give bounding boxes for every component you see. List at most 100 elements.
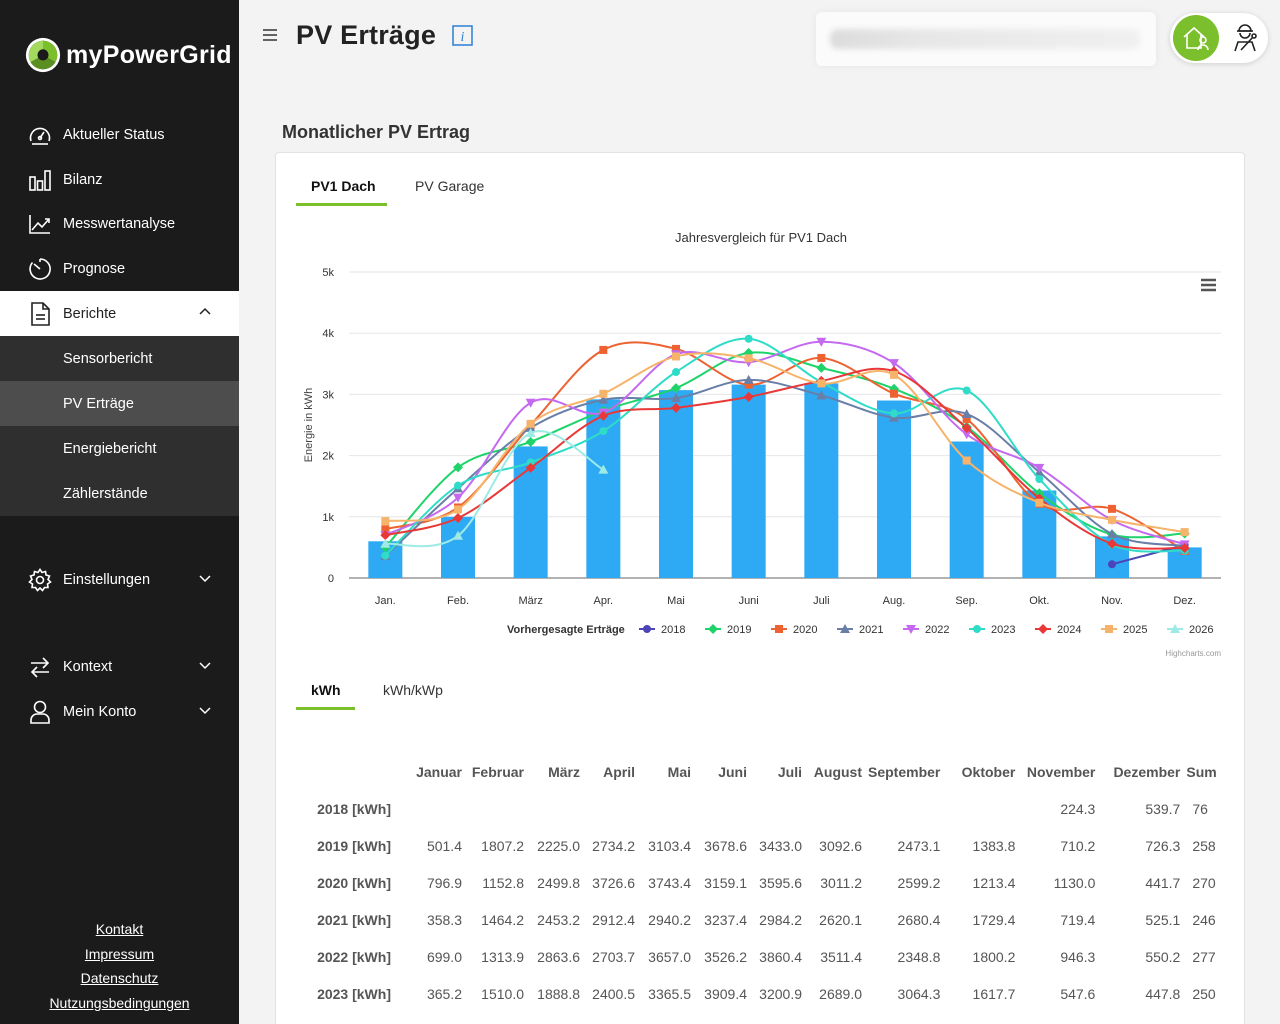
column-header[interactable]: Juni <box>718 763 747 780</box>
sidebar-item-berichte[interactable]: Berichte <box>0 291 239 336</box>
table-cell: 447.8 <box>1145 985 1181 1002</box>
table-cell: 3159.1 <box>704 874 747 891</box>
sidebar-subitem-zaehlerstaende[interactable]: Zählerstände <box>0 471 239 516</box>
menu-toggle-icon[interactable] <box>262 27 278 43</box>
forecast-bar <box>441 516 475 578</box>
column-header[interactable]: Dezember <box>1113 763 1181 780</box>
x-tick-label: Aug. <box>883 595 906 607</box>
data-point-2021 <box>598 394 609 404</box>
sidebar-item-prognose[interactable]: Prognose <box>0 246 239 291</box>
sidebar-subitem-energiebericht[interactable]: Energiebericht <box>0 426 239 471</box>
table-cell <box>862 790 940 827</box>
sidebar-item-messwertanalyse[interactable]: Messwertanalyse <box>0 201 239 246</box>
data-point-2025 <box>526 419 535 428</box>
column-header[interactable]: August <box>813 763 862 780</box>
row-label: 2021 [kWh] <box>317 911 391 928</box>
table-cell: 539.7 <box>1145 800 1181 817</box>
footer-link-nutzungsbedingungen[interactable]: Nutzungsbedingungen <box>49 995 190 1011</box>
sidebar-item-kontext[interactable]: Kontext <box>0 644 239 689</box>
footer-link-kontakt[interactable]: Kontakt <box>95 921 144 937</box>
tab-pv-garage[interactable]: PV Garage <box>415 178 485 194</box>
sidebar-item-mein-konto[interactable]: Mein Konto <box>0 689 239 734</box>
x-tick-label: Apr. <box>594 595 614 607</box>
data-point-2021 <box>961 408 972 418</box>
column-header[interactable]: Februar <box>471 763 524 780</box>
legend-item-2026[interactable]: 2026 <box>1167 624 1213 636</box>
sidebar-subitem-sensorbericht[interactable]: Sensorbericht <box>0 336 239 381</box>
data-point-2018 <box>1108 560 1116 569</box>
data-point-2023 <box>962 386 971 395</box>
house-person-icon <box>1183 26 1209 51</box>
table-cell <box>747 790 802 827</box>
context-search-field[interactable] <box>816 12 1156 66</box>
data-point-2023 <box>381 551 390 560</box>
data-point-2025 <box>454 505 462 514</box>
tab-kwh-per-kwp[interactable]: kWh/kWp <box>383 682 443 698</box>
data-point-2021 <box>816 390 827 400</box>
role-switch[interactable] <box>1170 13 1268 63</box>
table-cell: 1152.8 <box>482 874 524 891</box>
table-cell: 2680.4 <box>897 911 941 928</box>
legend-item-2020[interactable]: 2020 <box>771 624 817 636</box>
table-cell: 2473.1 <box>897 837 941 854</box>
brand-logo[interactable]: myPowerGrid <box>24 34 232 76</box>
data-point-2021 <box>1107 528 1117 538</box>
column-header[interactable]: November <box>1026 763 1096 780</box>
data-point-2019 <box>525 436 536 447</box>
sidebar-subitem-label: Sensorbericht <box>63 350 153 367</box>
footer-link-datenschutz[interactable]: Datenschutz <box>80 970 159 986</box>
sidebar-item-einstellungen[interactable]: Einstellungen <box>0 557 239 602</box>
sidebar-item-bilanz[interactable]: Bilanz <box>0 157 239 202</box>
legend-item-2023[interactable]: 2023 <box>969 624 1015 636</box>
legend-item-2024[interactable]: 2024 <box>1035 624 1081 636</box>
y-tick-label: 3k <box>322 389 334 401</box>
column-header[interactable]: Mai <box>667 763 691 780</box>
data-point-2025 <box>962 456 971 465</box>
column-header[interactable]: Sum <box>1186 763 1217 780</box>
legend-marker <box>973 625 981 633</box>
table-cell <box>635 790 691 827</box>
column-header[interactable]: September <box>868 763 941 780</box>
legend-item-2021[interactable]: 2021 <box>837 624 883 636</box>
section-title: Monatlicher PV Ertrag <box>282 122 471 142</box>
info-icon[interactable]: i <box>452 25 473 46</box>
x-tick-label: Nov. <box>1101 595 1123 607</box>
series-line-2026 <box>385 430 604 548</box>
footer-link-impressum[interactable]: Impressum <box>84 946 155 962</box>
tab-pv1-dach[interactable]: PV1 Dach <box>311 178 376 194</box>
table-cell: 1729.4 <box>972 911 1016 928</box>
table-cell: 3433.0 <box>759 837 802 854</box>
tab-kwh[interactable]: kWh <box>311 682 341 698</box>
table-cell <box>524 790 580 827</box>
data-point-2021 <box>671 393 681 403</box>
legend-item-2018[interactable]: 2018 <box>639 624 685 636</box>
table-cell: 1383.8 <box>972 837 1016 854</box>
data-point-2025 <box>890 370 898 379</box>
column-header[interactable]: Oktober <box>961 763 1016 780</box>
table-cell: 246 <box>1192 911 1216 928</box>
home-user-role-button[interactable] <box>1173 15 1219 61</box>
installer-role-button[interactable] <box>1225 15 1265 61</box>
table-cell: 1800.2 <box>972 948 1016 965</box>
legend-item-forecast[interactable]: Vorhergesagte Erträge <box>507 624 625 636</box>
legend-item-2019[interactable]: 2019 <box>705 624 751 636</box>
gear-icon <box>28 567 52 592</box>
forecast-bar <box>659 390 693 578</box>
y-tick-label: 2k <box>322 451 334 463</box>
data-point-2020 <box>1108 504 1116 513</box>
x-tick-label: Feb. <box>447 595 469 607</box>
chart-export-menu-icon[interactable] <box>1201 278 1216 292</box>
sidebar-item-label: Mein Konto <box>63 703 137 720</box>
table-cell: 365.2 <box>426 985 462 1002</box>
table-cell: 3526.2 <box>704 948 747 965</box>
column-header[interactable]: April <box>603 763 635 780</box>
column-header[interactable]: März <box>548 763 580 780</box>
legend-item-2025[interactable]: 2025 <box>1101 624 1147 636</box>
column-header[interactable]: Juli <box>777 763 802 780</box>
sidebar-subitem-pv-ertraege[interactable]: PV Erträge <box>0 381 239 426</box>
table-cell: 3064.3 <box>897 985 941 1002</box>
column-header[interactable]: Januar <box>416 763 462 780</box>
sidebar-item-aktueller-status[interactable]: Aktueller Status <box>0 112 239 157</box>
data-point-2022 <box>816 337 827 347</box>
legend-item-2022[interactable]: 2022 <box>903 624 949 636</box>
